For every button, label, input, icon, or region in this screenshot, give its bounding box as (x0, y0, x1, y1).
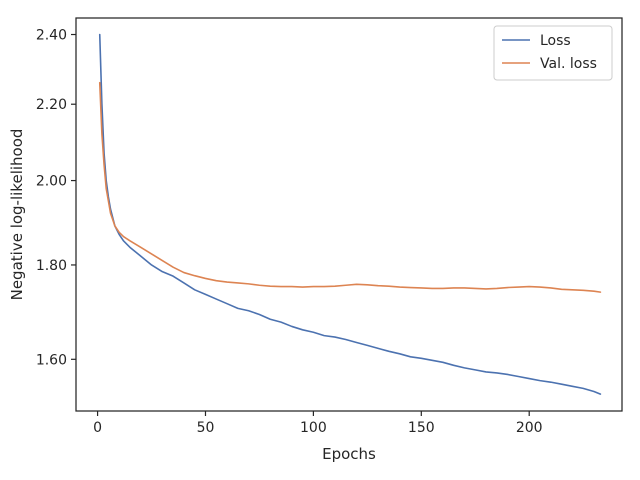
y-tick-label: 2.20 (36, 97, 67, 113)
y-tick-label: 2.40 (36, 28, 67, 44)
legend: Loss Val. loss (493, 25, 613, 81)
plot-frame (75, 17, 623, 412)
x-axis: 0 50 100 150 200 (93, 411, 543, 436)
y-axis-label: Negative log-likelihood (8, 129, 26, 301)
x-tick-label: 0 (93, 420, 102, 436)
legend-label-0: Loss (540, 33, 571, 49)
x-axis-label: Epochs (322, 445, 376, 463)
x-tick-label: 150 (408, 420, 435, 436)
x-tick-label: 50 (197, 420, 215, 436)
legend-label-1: Val. loss (540, 56, 597, 72)
y-axis: 1.60 1.80 2.00 2.20 2.40 (36, 28, 76, 368)
y-tick-label: 1.80 (36, 258, 67, 274)
series-layer (98, 33, 602, 395)
y-tick-label: 2.00 (36, 174, 67, 190)
series-line-0 (98, 33, 602, 395)
x-tick-label: 100 (300, 420, 327, 436)
y-tick-label: 1.60 (36, 352, 67, 368)
x-tick-label: 200 (516, 420, 543, 436)
series-line-1 (98, 81, 602, 293)
